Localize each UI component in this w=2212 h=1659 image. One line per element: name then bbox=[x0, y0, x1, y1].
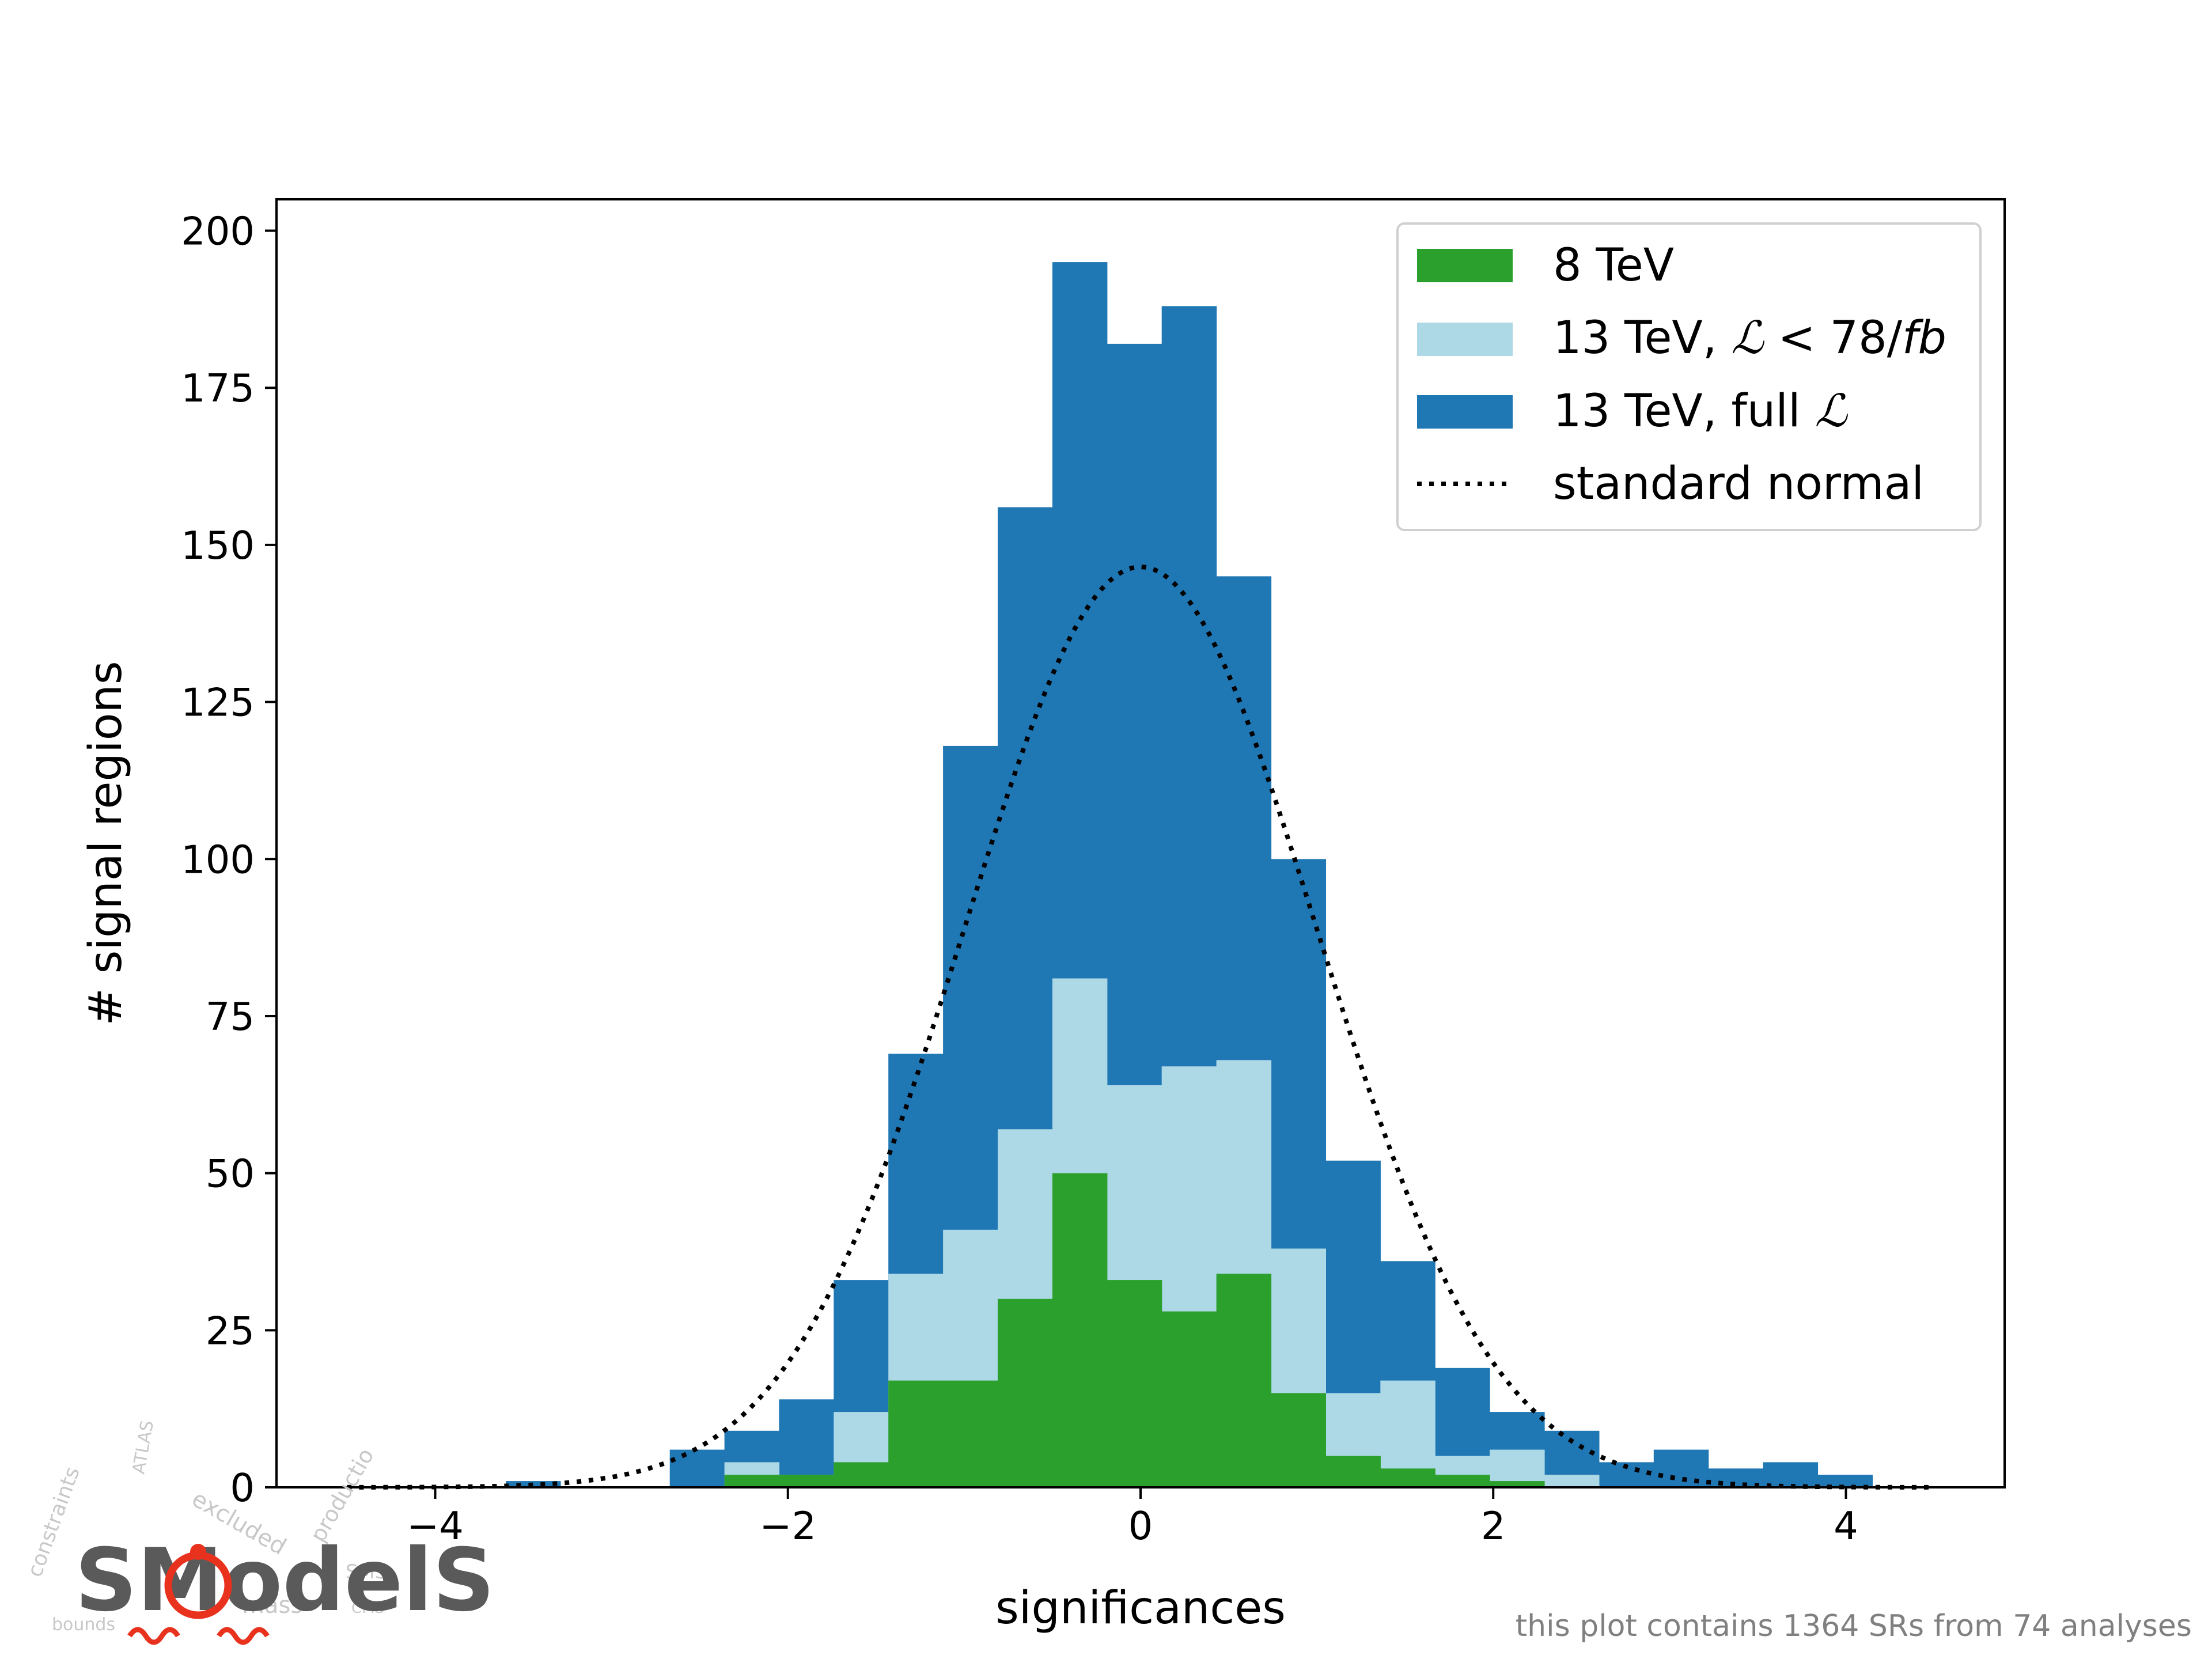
bar-full-23 bbox=[1763, 1462, 1819, 1487]
bar-8tev-4 bbox=[724, 1475, 780, 1487]
y-tick-label: 150 bbox=[181, 523, 255, 568]
x-tick-label: 2 bbox=[1481, 1503, 1506, 1548]
bar-full-22 bbox=[1708, 1468, 1764, 1487]
y-tick-label: 200 bbox=[181, 209, 255, 254]
bar-8tev-5 bbox=[779, 1475, 834, 1487]
legend-label-13tev-partial: 13 TeV, ℒ < 78/fb bbox=[1553, 312, 1946, 364]
legend-label-13tev-full: 13 TeV, full ℒ bbox=[1553, 385, 1848, 437]
y-axis-label: # signal regions bbox=[80, 661, 132, 1026]
logo-squiggle bbox=[127, 1627, 270, 1645]
bar-8tev-11 bbox=[1107, 1280, 1162, 1487]
y-tick-label: 75 bbox=[206, 994, 255, 1039]
legend-swatch-13tev-full bbox=[1417, 395, 1513, 429]
bar-full-21 bbox=[1653, 1449, 1709, 1487]
bar-8tev-8 bbox=[943, 1380, 998, 1487]
bar-8tev-6 bbox=[834, 1462, 889, 1487]
bar-full-5 bbox=[779, 1399, 834, 1487]
bar-8tev-10 bbox=[1052, 1173, 1108, 1487]
bar-8tev-18 bbox=[1490, 1481, 1545, 1487]
svg-text:mass: mass bbox=[242, 1592, 302, 1619]
bar-full-3 bbox=[669, 1449, 725, 1487]
svg-text:CMS: CMS bbox=[351, 1600, 384, 1617]
bar-partial-19 bbox=[1544, 1475, 1600, 1487]
bar-full-24 bbox=[1817, 1475, 1873, 1487]
bar-8tev-13 bbox=[1216, 1274, 1272, 1487]
y-axis-ticks: 0 25 50 75 100 125 150 175 200 bbox=[181, 209, 276, 1510]
x-axis-ticks: −4 −2 0 2 4 bbox=[407, 1487, 1858, 1548]
x-tick-label: 4 bbox=[1834, 1503, 1858, 1548]
y-tick-label: 175 bbox=[181, 366, 255, 411]
logo-text: SModelS bbox=[75, 1531, 495, 1631]
y-tick-label: 50 bbox=[206, 1152, 255, 1196]
y-tick-label: 25 bbox=[206, 1308, 255, 1353]
bar-8tev-17 bbox=[1435, 1475, 1490, 1487]
bar-8tev-12 bbox=[1161, 1311, 1217, 1487]
bar-8tev-9 bbox=[998, 1298, 1053, 1487]
legend-swatch-13tev-partial bbox=[1417, 323, 1513, 356]
bar-8tev-15 bbox=[1325, 1456, 1381, 1487]
y-tick-label: 0 bbox=[230, 1465, 255, 1510]
legend-label-standard-normal: standard normal bbox=[1553, 458, 1924, 510]
svg-text:SMS: SMS bbox=[346, 1560, 388, 1584]
legend-label-8tev: 8 TeV bbox=[1553, 240, 1674, 291]
footnote-annotation: this plot contains 1364 SRs from 74 anal… bbox=[1516, 1609, 2192, 1643]
svg-text:bounds: bounds bbox=[52, 1615, 115, 1635]
bar-8tev-16 bbox=[1380, 1468, 1435, 1487]
bar-full-0 bbox=[506, 1481, 561, 1487]
x-tick-label: 0 bbox=[1128, 1503, 1153, 1548]
y-tick-label: 100 bbox=[181, 837, 255, 882]
logo-dot bbox=[190, 1544, 206, 1560]
bar-8tev-7 bbox=[888, 1380, 944, 1487]
bar-8tev-14 bbox=[1271, 1393, 1326, 1487]
x-axis-label: significances bbox=[995, 1582, 1286, 1634]
histogram-bars bbox=[506, 262, 1873, 1488]
legend-swatch-8tev bbox=[1417, 249, 1513, 282]
legend: 8 TeV 13 TeV, ℒ < 78/fb 13 TeV, full ℒ s… bbox=[1396, 222, 1982, 531]
x-tick-label: −2 bbox=[759, 1503, 816, 1548]
legend-frame bbox=[1396, 222, 1982, 531]
x-tick-label: −4 bbox=[407, 1503, 464, 1548]
y-tick-label: 125 bbox=[181, 680, 255, 725]
